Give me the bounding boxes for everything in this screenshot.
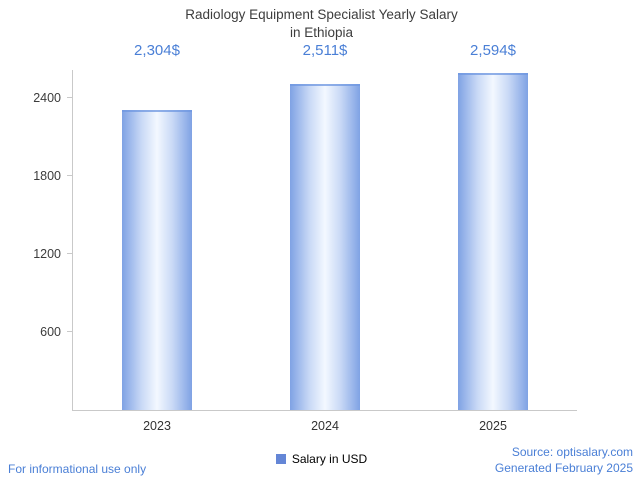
legend-label: Salary in USD [291,452,368,466]
y-axis-tick-label: 1800 [33,168,61,183]
source-block: Source: optisalary.com Generated Februar… [495,444,633,476]
y-axis-tick-label: 600 [40,325,61,339]
y-axis-tick [67,331,73,332]
x-axis-category-label: 2024 [311,419,339,433]
legend: Salary in USD [0,452,643,466]
chart-title-line2: in Ethiopia [289,25,354,41]
source-link[interactable]: Source: optisalary.com [511,444,633,459]
y-axis-tick [67,252,73,254]
bar-value-label: 2,511$ [302,42,348,59]
x-axis-category-label: 2023 [143,419,171,433]
chart-title-line1: Radiology Equipment Specialist Yearly Sa… [185,7,458,22]
bar [458,72,528,410]
bar [122,110,192,410]
y-axis-tick [67,174,73,176]
y-axis-tick [67,96,73,98]
y-axis-tick-label: 1200 [33,246,61,261]
generated-date: Generated February 2025 [494,460,633,475]
legend-swatch-icon [275,454,286,464]
bar-value-label: 2,594$ [470,42,516,59]
disclaimer-text: For informational use only [8,462,147,476]
chart-title: Radiology Equipment Specialist Yearly Sa… [0,6,643,42]
bar [290,83,360,410]
x-axis-category-label: 2025 [479,419,507,433]
bar-value-label: 2,304$ [134,42,180,59]
y-axis-tick-label: 2400 [33,90,61,105]
plot-area: 600 1200 1800 2400 2,304$ 2023 2,511$ 2024 2,594… [33,42,577,433]
